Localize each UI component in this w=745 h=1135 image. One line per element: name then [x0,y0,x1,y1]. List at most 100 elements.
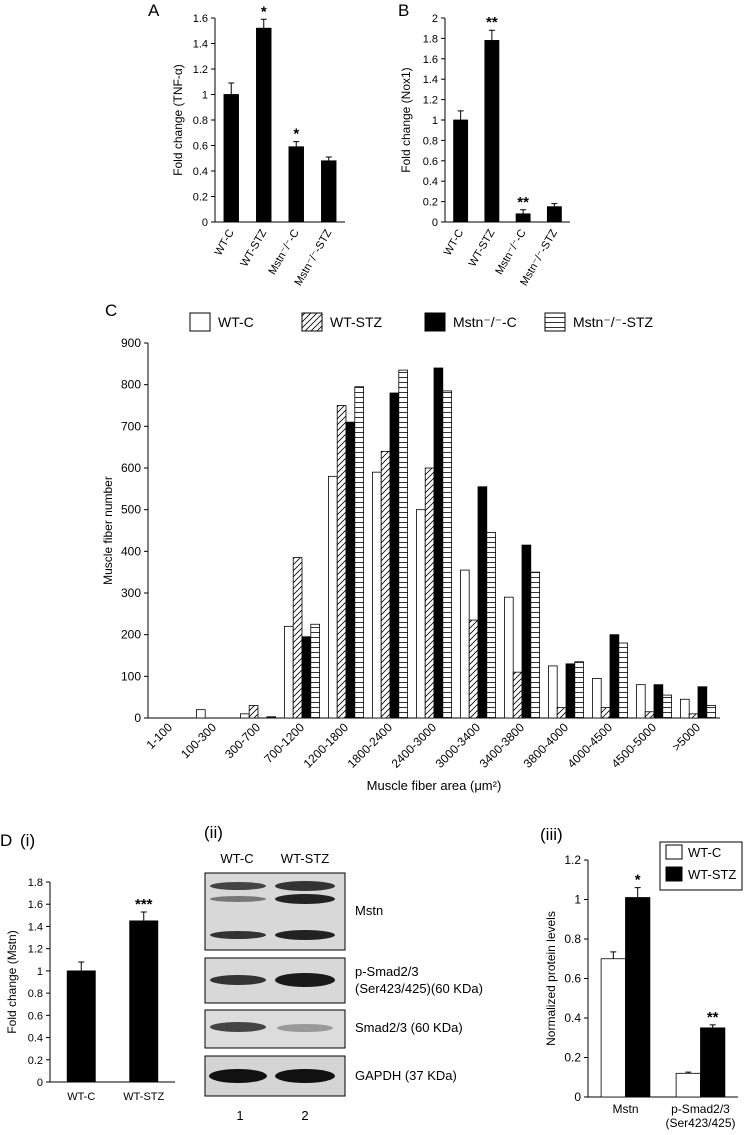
bar [521,544,532,719]
y-axis-label: Muscle fiber number [101,476,115,585]
bar [453,119,469,223]
lane-number: 2 [301,1108,308,1123]
band [210,975,266,985]
y-tick-label: 500 [121,503,141,517]
bar [548,665,558,719]
legend-label: WT-C [218,314,254,330]
y-tick-label: 1.8 [423,33,438,45]
bar [618,642,628,719]
legend-swatch [424,312,446,332]
bar [600,707,611,719]
y-tick-label: 0.2 [28,1055,43,1067]
y-tick-label: 0.2 [423,197,438,209]
bar [371,471,382,719]
band [210,882,266,890]
bar [675,1072,701,1098]
bar [486,532,496,719]
band [277,1024,333,1032]
panel-label: B [398,1,409,20]
bar [484,40,500,223]
lane-header: WT-STZ [281,851,329,866]
y-tick-label: 1.4 [28,921,43,933]
bar [546,206,562,223]
bar [389,392,400,719]
x-tick-label: 700-1200 [261,720,307,766]
y-tick-label: 1.2 [564,853,581,867]
y-axis-label: Fold change (Nox1) [399,67,413,172]
y-tick-label: 0 [134,711,141,725]
x-axis-label: Muscle fiber area (μm²) [367,778,502,793]
y-tick-label: 0.2 [564,1051,581,1065]
y-tick-label: 1 [432,115,438,127]
significance-label: ** [486,14,498,31]
y-axis-label: Fold change (Mstn) [5,930,19,1033]
blot-label: (Ser423/425)(60 KDa) [355,981,483,996]
legend-label: WT-STZ [330,314,383,330]
y-tick-label: 0.8 [564,932,581,946]
bar [310,623,320,719]
error-bar [457,110,464,120]
legend-swatch [665,866,683,882]
x-tick-label: Mstn⁻/⁻-C [266,227,301,276]
x-tick-label: 2400-3000 [389,720,440,771]
bar [565,663,576,719]
y-tick-label: 1.6 [28,899,43,911]
y-tick-label: 0 [202,217,208,229]
y-tick-label: 0.4 [28,1033,43,1045]
bar [301,636,312,719]
error-bar [228,82,235,95]
legend-label: WT-STZ [688,867,736,882]
bar [195,709,206,719]
y-tick-label: 0 [574,1090,581,1104]
significance-label: * [635,872,641,889]
significance-label: ** [517,194,529,211]
y-tick-label: 0.8 [28,988,43,1000]
bar [644,711,655,719]
error-bar [551,203,558,207]
bar [415,509,426,719]
y-tick-label: 1.2 [193,64,208,76]
y-tick-label: 800 [121,378,141,392]
x-tick-label: 4500-5000 [609,720,660,771]
error-bar [260,18,267,29]
y-tick-label: 0.4 [423,176,438,188]
legend-swatch [189,312,211,332]
error-bar [325,156,332,161]
y-tick-label: 1.6 [423,54,438,66]
bar [459,569,470,719]
bar [223,94,239,223]
error-bar [488,29,495,41]
x-tick-label: 4000-4500 [565,720,616,771]
bar [697,686,708,719]
x-tick-label: 100-300 [178,720,219,761]
bar [327,475,338,719]
x-tick-label: WT-C [67,1091,95,1103]
legend-swatch [544,312,566,332]
bar [354,386,364,719]
bar [503,596,514,719]
error-bar [610,951,617,959]
y-tick-label: 1.2 [28,944,43,956]
y-tick-label: 0.8 [423,135,438,147]
x-tick-label: Mstn⁻/⁻-C [493,227,528,276]
panel-label: A [148,1,160,20]
panel-label: (ii) [204,823,223,842]
x-tick-label: 3000-3400 [433,720,484,771]
bar [680,698,690,719]
y-tick-label: 1 [574,893,581,907]
y-tick-label: 700 [121,419,141,433]
bar [321,160,337,223]
bar [442,390,452,719]
legend-label: Mstn⁻/⁻-STZ [573,314,654,330]
y-tick-label: 0 [37,1077,43,1089]
band [275,894,335,904]
x-tick-label: p-Smad2/3 [671,1102,730,1116]
bar [636,684,646,719]
panel-label: D [0,831,12,850]
y-tick-label: 1.6 [193,13,208,25]
bar [688,713,699,719]
y-tick-label: 1.2 [423,95,438,107]
x-tick-label: Mstn [612,1102,638,1116]
bar [433,367,444,719]
y-tick-label: 2 [432,13,438,25]
